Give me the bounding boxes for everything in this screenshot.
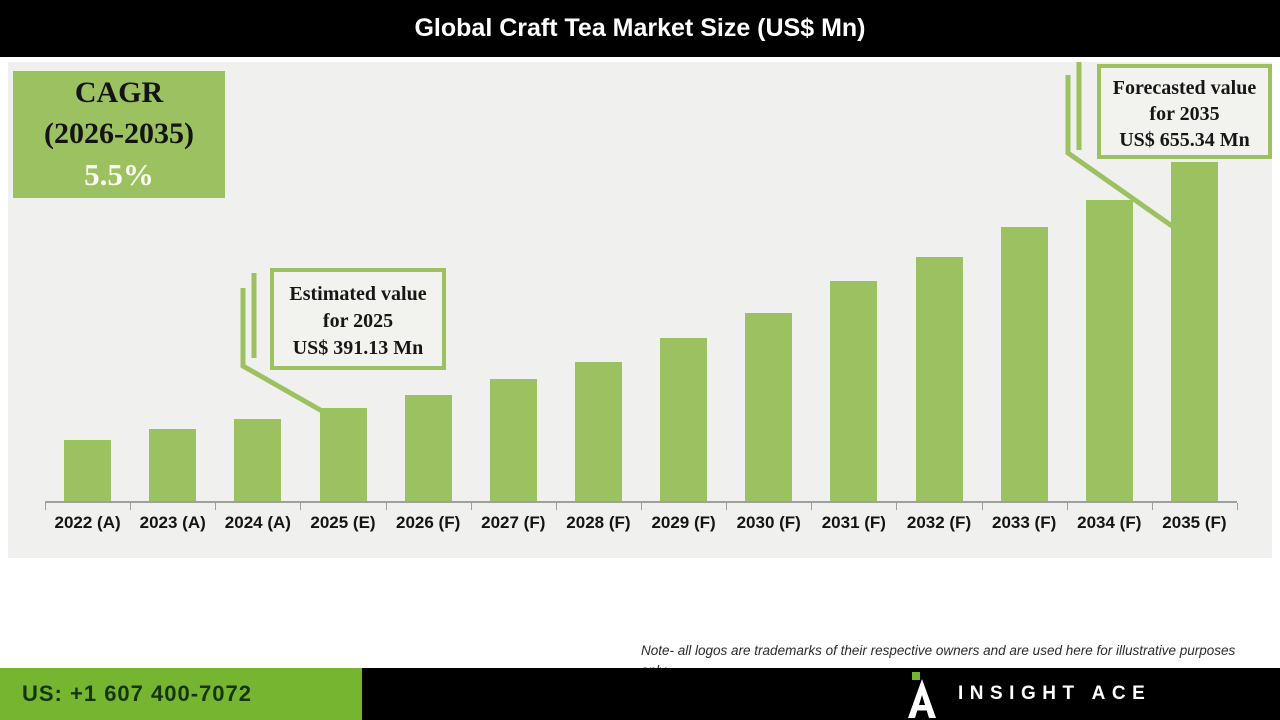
x-axis-label: 2035 (F) (1162, 513, 1227, 532)
bar-2022-a (64, 440, 112, 503)
x-axis-label: 2028 (F) (566, 513, 631, 532)
x-axis-label: 2029 (F) (651, 513, 716, 532)
x-axis-label: 2023 (A) (139, 513, 206, 532)
insight-ace-brand-name: INSIGHT ACE ANALYTIC (958, 683, 1152, 704)
bar-2024-a (234, 419, 282, 503)
title-bar: Global Craft Tea Market Size (US$ Mn) (0, 0, 1280, 57)
x-axis-tick (300, 503, 302, 510)
x-axis-label: 2024 (A) (224, 513, 291, 532)
bar-2028-f (574, 362, 622, 503)
footer-phone-box: US: +1 607 400-7072 (0, 668, 362, 720)
cagr-value: 5.5% (84, 157, 154, 192)
bar-2034-f (1085, 200, 1133, 503)
x-axis-tick (641, 503, 642, 510)
estimated-line2: for 2025 (322, 310, 394, 332)
x-axis-tick (385, 503, 387, 510)
bar-2032-f (915, 257, 963, 503)
cagr-range: (2026-2035) (44, 117, 194, 150)
forecast-value-callout: Forecasted value for 2035 US$ 655.34 Mn (1097, 64, 1272, 159)
cagr-box: CAGR (2026-2035) 5.5% (13, 71, 225, 198)
x-axis-label: 2032 (F) (906, 513, 972, 532)
x-axis-label: 2033 (F) (992, 513, 1057, 532)
bar-2027-f (489, 379, 537, 503)
bar-2023-a (149, 429, 197, 503)
bar-2035-f (1170, 162, 1218, 503)
x-axis-label: 2031 (F) (821, 513, 886, 532)
bar-2025-e (319, 408, 367, 503)
x-axis-label: 2034 (F) (1077, 513, 1142, 532)
x-axis-tick (896, 503, 898, 510)
x-axis-label: 2026 (F) (396, 513, 461, 532)
forecast-value: US$ 655.34 Mn (1119, 129, 1250, 151)
bar-2029-f (660, 338, 708, 503)
x-axis-tick (215, 503, 217, 510)
forecast-line1: Forecasted value (1112, 77, 1257, 99)
x-axis-tick (130, 503, 132, 510)
x-axis-tick (555, 503, 557, 510)
contributors-strip: Market Contributors: TEASENZ FILESURE Be… (0, 558, 1280, 668)
x-axis-label: 2030 (F) (736, 513, 801, 532)
x-axis-line (45, 501, 1237, 503)
estimated-line1: Estimated value (289, 283, 427, 305)
forecast-line2: for 2035 (1149, 103, 1220, 125)
x-axis-tick (470, 503, 472, 510)
x-axis-tick (1151, 503, 1153, 510)
x-axis-tick (726, 503, 728, 510)
x-axis-tick (1066, 503, 1068, 510)
estimated-value-callout: Estimated value for 2025 US$ 391.13 Mn (270, 268, 446, 370)
x-axis-label: 2022 (A) (54, 513, 121, 532)
page-title: Global Craft Tea Market Size (US$ Mn) (414, 14, 866, 42)
insight-ace-logo-icon (908, 672, 936, 718)
cagr-title: CAGR (74, 76, 164, 109)
bar-2031-f (830, 281, 878, 503)
footer-phone-number: US: +1 607 400-7072 (22, 681, 252, 706)
disclaimer-line1: Note- all logos are trademarks of their … (641, 643, 1236, 658)
x-axis-tick (811, 503, 813, 510)
bar-2030-f (745, 313, 793, 503)
bar-2026-f (404, 395, 452, 503)
x-axis-label: 2025 (E) (310, 513, 376, 532)
x-axis-tick (45, 503, 46, 510)
estimated-value: US$ 391.13 Mn (292, 337, 424, 359)
bar-2033-f (1000, 227, 1048, 503)
x-axis-label: 2027 (F) (481, 513, 546, 532)
x-axis-tick (1237, 503, 1238, 510)
x-axis-tick (981, 503, 983, 510)
